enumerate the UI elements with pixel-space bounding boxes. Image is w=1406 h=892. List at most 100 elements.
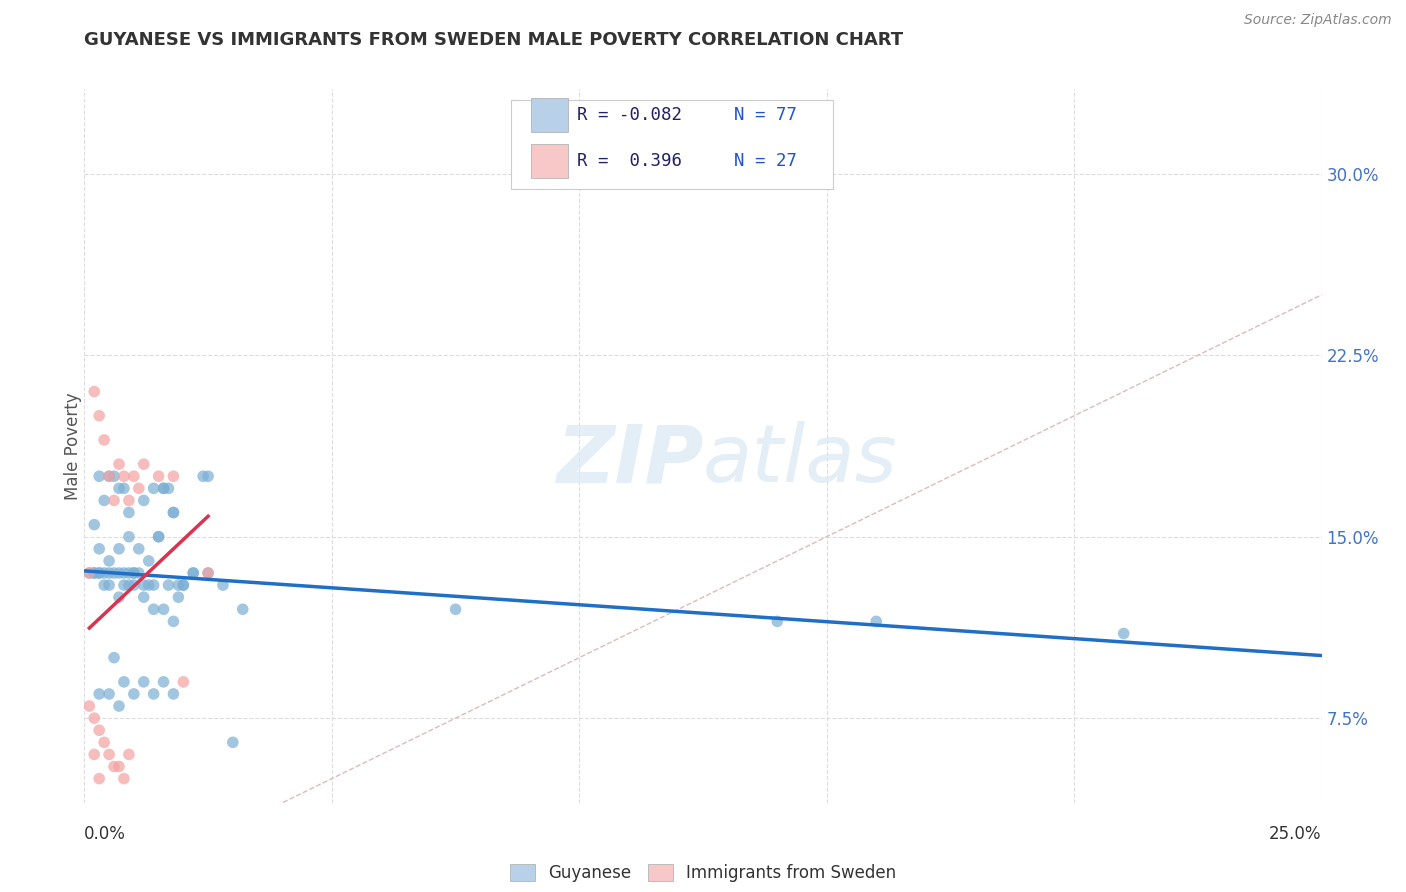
Point bbox=[132, 578, 155, 592]
Point bbox=[89, 566, 111, 580]
Point bbox=[108, 699, 131, 714]
Text: R =  0.396: R = 0.396 bbox=[576, 152, 682, 169]
Point bbox=[89, 566, 111, 580]
Point bbox=[865, 615, 887, 629]
Text: R = -0.082: R = -0.082 bbox=[576, 106, 682, 124]
Point bbox=[181, 566, 204, 580]
Point bbox=[103, 493, 125, 508]
Point bbox=[197, 566, 219, 580]
Point bbox=[112, 578, 135, 592]
Point bbox=[112, 469, 135, 483]
Point bbox=[98, 554, 121, 568]
Point bbox=[167, 590, 190, 604]
Text: GUYANESE VS IMMIGRANTS FROM SWEDEN MALE POVERTY CORRELATION CHART: GUYANESE VS IMMIGRANTS FROM SWEDEN MALE … bbox=[84, 31, 904, 49]
Point bbox=[108, 541, 131, 556]
Point bbox=[766, 615, 789, 629]
Point bbox=[83, 517, 105, 532]
Point bbox=[108, 481, 131, 495]
Point bbox=[122, 687, 145, 701]
Point bbox=[172, 578, 194, 592]
Point bbox=[148, 530, 170, 544]
Point bbox=[93, 578, 115, 592]
Point bbox=[79, 699, 101, 714]
Point bbox=[162, 506, 184, 520]
Point bbox=[93, 566, 115, 580]
Point bbox=[162, 506, 184, 520]
Point bbox=[152, 481, 174, 495]
Point bbox=[98, 747, 121, 762]
Point bbox=[89, 469, 111, 483]
Point bbox=[112, 566, 135, 580]
Point bbox=[83, 566, 105, 580]
Point bbox=[108, 590, 131, 604]
Point bbox=[152, 481, 174, 495]
Point bbox=[93, 493, 115, 508]
Point bbox=[93, 433, 115, 447]
Point bbox=[162, 469, 184, 483]
Point bbox=[167, 578, 190, 592]
Point bbox=[98, 687, 121, 701]
Point bbox=[108, 566, 131, 580]
Point bbox=[138, 578, 160, 592]
Point bbox=[98, 578, 121, 592]
Text: 25.0%: 25.0% bbox=[1270, 825, 1322, 843]
Text: atlas: atlas bbox=[703, 421, 898, 500]
Point bbox=[89, 541, 111, 556]
Point bbox=[83, 384, 105, 399]
Point bbox=[132, 493, 155, 508]
Point bbox=[172, 674, 194, 689]
Point bbox=[112, 772, 135, 786]
FancyBboxPatch shape bbox=[531, 145, 568, 178]
Point bbox=[79, 566, 101, 580]
Point bbox=[197, 469, 219, 483]
Point bbox=[128, 481, 150, 495]
Text: N = 77: N = 77 bbox=[734, 106, 797, 124]
Point bbox=[191, 469, 214, 483]
Point bbox=[79, 566, 101, 580]
Point bbox=[172, 578, 194, 592]
Point bbox=[108, 759, 131, 773]
Point bbox=[122, 578, 145, 592]
Point bbox=[112, 674, 135, 689]
Point bbox=[1112, 626, 1135, 640]
Point bbox=[157, 578, 180, 592]
Point bbox=[83, 747, 105, 762]
Point bbox=[152, 674, 174, 689]
Point bbox=[83, 566, 105, 580]
Point bbox=[103, 650, 125, 665]
Point bbox=[98, 566, 121, 580]
FancyBboxPatch shape bbox=[512, 100, 832, 189]
Text: Source: ZipAtlas.com: Source: ZipAtlas.com bbox=[1244, 13, 1392, 28]
Point bbox=[112, 481, 135, 495]
Point bbox=[162, 687, 184, 701]
Point bbox=[444, 602, 467, 616]
Point bbox=[142, 578, 165, 592]
Point bbox=[148, 469, 170, 483]
FancyBboxPatch shape bbox=[531, 98, 568, 132]
Point bbox=[89, 772, 111, 786]
Text: N = 27: N = 27 bbox=[734, 152, 797, 169]
Point bbox=[128, 566, 150, 580]
Point bbox=[122, 469, 145, 483]
Point bbox=[118, 493, 141, 508]
Point bbox=[89, 409, 111, 423]
Text: 0.0%: 0.0% bbox=[84, 825, 127, 843]
Point bbox=[142, 481, 165, 495]
Point bbox=[118, 747, 141, 762]
Point bbox=[197, 566, 219, 580]
Point bbox=[152, 602, 174, 616]
Point bbox=[89, 687, 111, 701]
Point bbox=[118, 578, 141, 592]
Point bbox=[132, 457, 155, 471]
Point bbox=[138, 554, 160, 568]
Point bbox=[98, 469, 121, 483]
Point bbox=[118, 506, 141, 520]
Point bbox=[132, 674, 155, 689]
Point bbox=[83, 711, 105, 725]
Point bbox=[222, 735, 245, 749]
Point bbox=[232, 602, 254, 616]
Point bbox=[148, 530, 170, 544]
Point bbox=[89, 723, 111, 738]
Legend: Guyanese, Immigrants from Sweden: Guyanese, Immigrants from Sweden bbox=[503, 857, 903, 888]
Point bbox=[181, 566, 204, 580]
